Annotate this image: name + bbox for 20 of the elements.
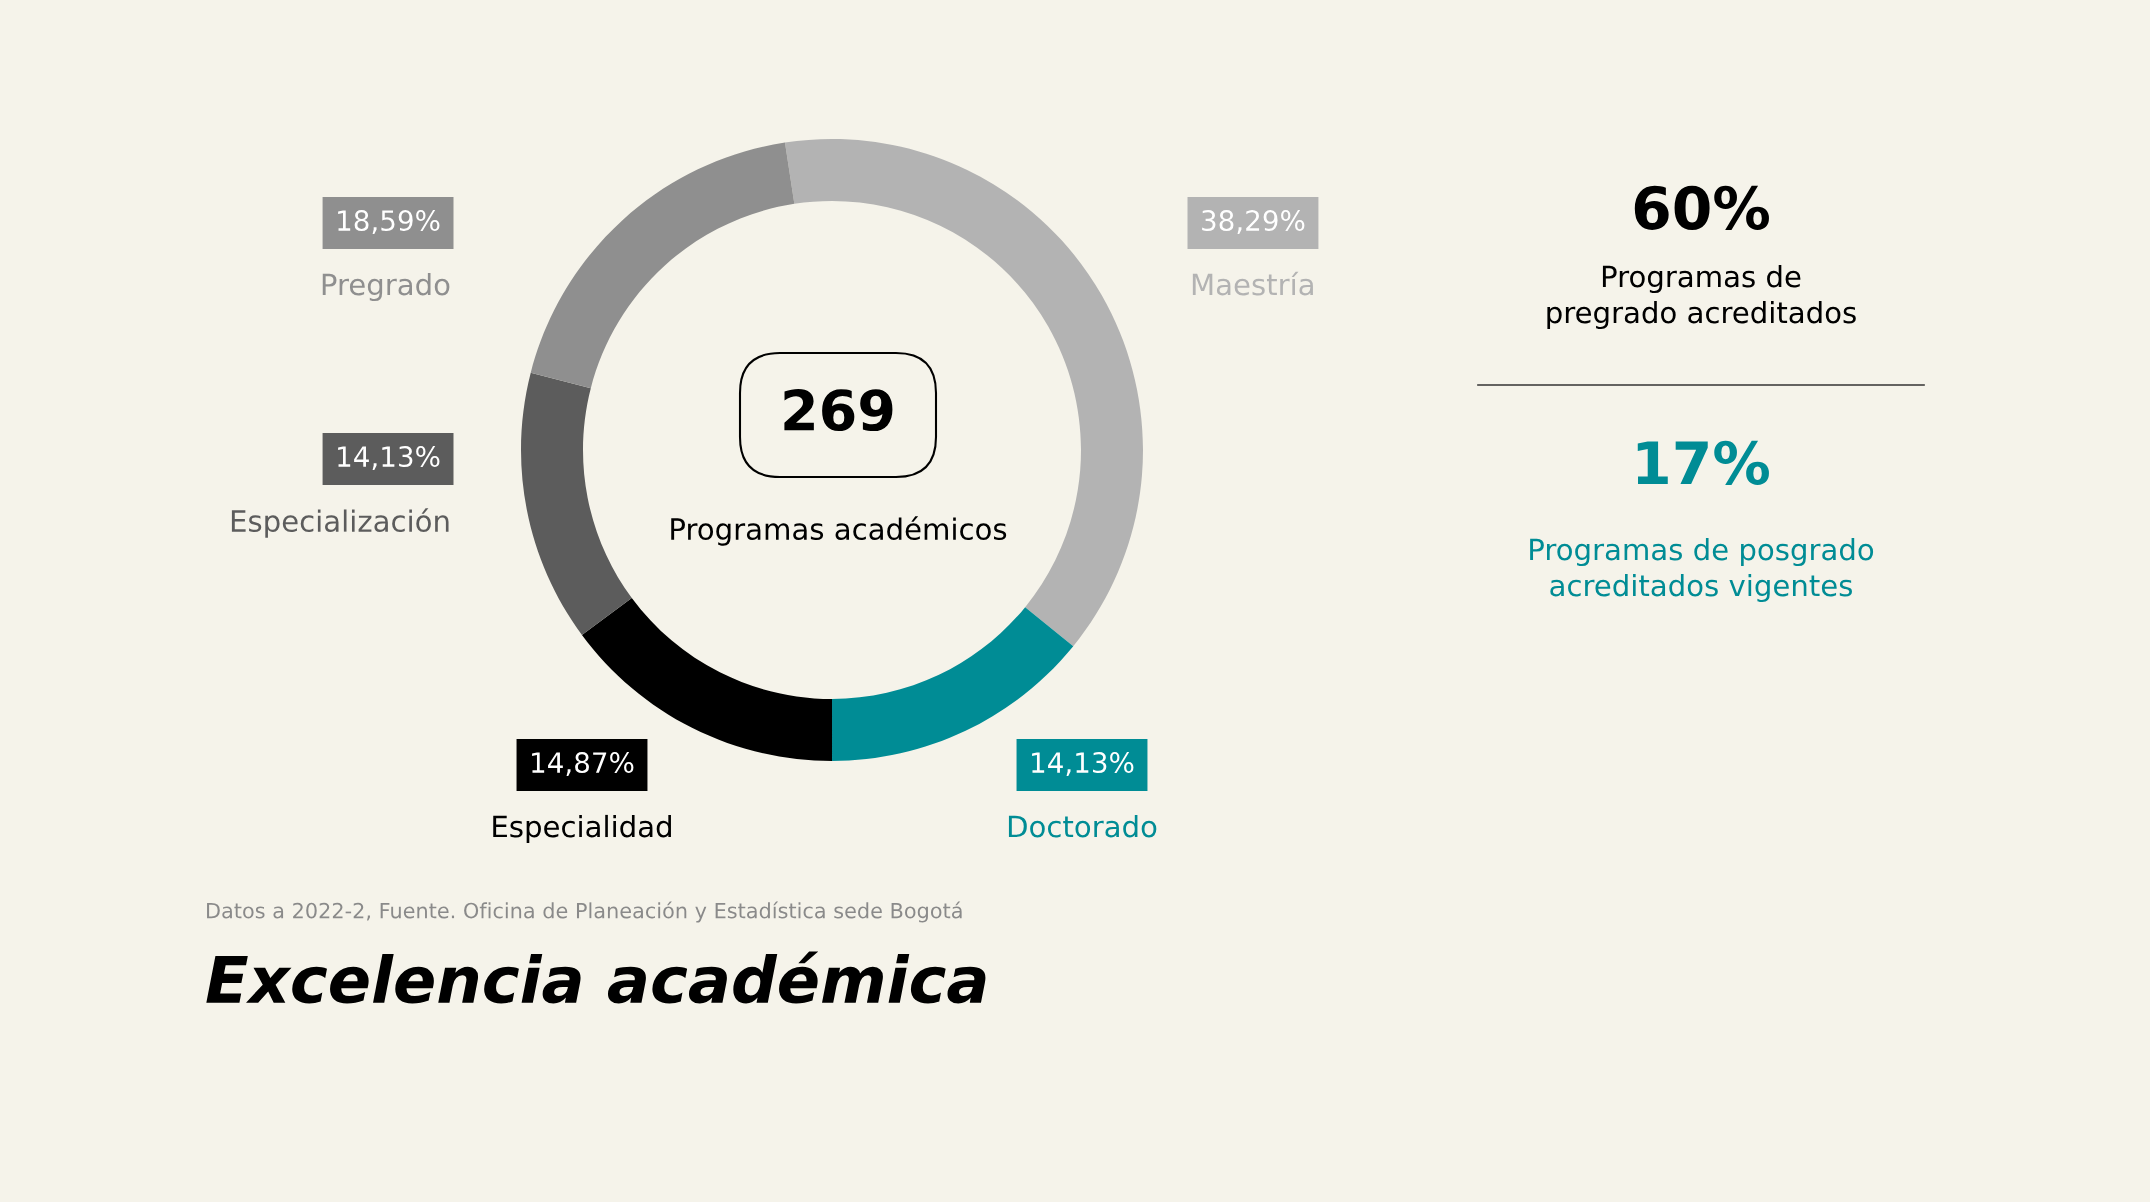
donut-slice (521, 372, 632, 635)
donut-slice (530, 142, 795, 389)
data-label: 14,13% (1032, 752, 1134, 776)
legend-label: Especialidad (493, 814, 671, 844)
legend-label: Especialización (231, 508, 449, 538)
data-label: 14,13% (338, 446, 440, 470)
text: 269 (784, 389, 893, 432)
text: Programas académicos (671, 516, 1007, 546)
text: Programas de posgrado acreditados vigentes (1530, 537, 1874, 603)
legend-label: Pregrado (322, 272, 450, 302)
data-label: 38,29% (1202, 210, 1305, 234)
text: Excelencia académica (206, 951, 986, 1004)
text: Datos a 2022-2, Fuente. Oficina de Planeación y Estadística sede Bogotá (207, 901, 962, 923)
data-label: 18,59% (338, 210, 440, 234)
data-label: 14,87% (532, 752, 634, 776)
legend-label: Doctorado (1008, 814, 1157, 838)
text: 60% (1634, 185, 1769, 230)
text: 17% (1637, 440, 1769, 485)
text: Programas de pregrado acreditados (1547, 264, 1856, 330)
legend-label: Maestría (1192, 271, 1313, 296)
